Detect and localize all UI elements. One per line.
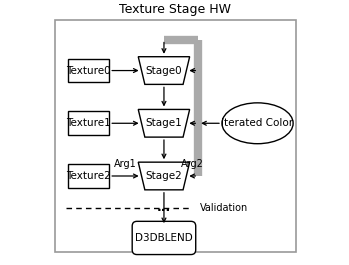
FancyBboxPatch shape bbox=[68, 164, 109, 188]
Ellipse shape bbox=[222, 103, 293, 144]
Text: Validation: Validation bbox=[200, 203, 248, 213]
Text: Arg2: Arg2 bbox=[181, 160, 204, 169]
Text: Stage0: Stage0 bbox=[146, 65, 182, 76]
Text: Stage2: Stage2 bbox=[146, 171, 182, 181]
Text: Texture0: Texture0 bbox=[67, 65, 111, 76]
Text: D3DBLEND: D3DBLEND bbox=[135, 233, 193, 243]
FancyBboxPatch shape bbox=[54, 20, 296, 253]
Text: Stage1: Stage1 bbox=[146, 118, 182, 128]
FancyBboxPatch shape bbox=[132, 221, 196, 255]
Text: ...: ... bbox=[157, 201, 171, 214]
Polygon shape bbox=[138, 57, 190, 84]
Text: Texture1: Texture1 bbox=[66, 118, 111, 128]
FancyBboxPatch shape bbox=[68, 111, 109, 135]
Polygon shape bbox=[138, 109, 190, 137]
Text: Arg1: Arg1 bbox=[114, 160, 137, 169]
Polygon shape bbox=[138, 162, 190, 190]
Text: Texture2: Texture2 bbox=[66, 171, 111, 181]
Text: Texture Stage HW: Texture Stage HW bbox=[119, 3, 230, 16]
Text: Iterated Color: Iterated Color bbox=[222, 118, 294, 128]
FancyBboxPatch shape bbox=[68, 59, 109, 82]
